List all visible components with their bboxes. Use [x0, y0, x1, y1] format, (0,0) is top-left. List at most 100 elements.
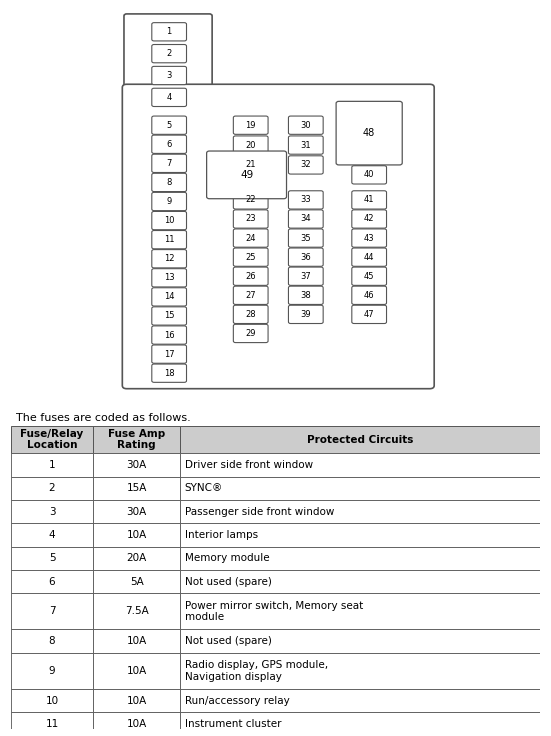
Bar — [180, 500, 540, 523]
Bar — [180, 570, 540, 593]
Text: 10A: 10A — [127, 636, 147, 646]
Text: The fuses are coded as follows.: The fuses are coded as follows. — [17, 413, 191, 423]
Text: 21: 21 — [245, 160, 256, 169]
Text: 49: 49 — [240, 170, 253, 180]
Text: 40: 40 — [364, 170, 375, 180]
FancyBboxPatch shape — [352, 191, 387, 209]
Text: Fuse Amp
Rating: Fuse Amp Rating — [108, 429, 165, 450]
FancyBboxPatch shape — [352, 305, 387, 324]
FancyBboxPatch shape — [152, 192, 186, 210]
Text: 46: 46 — [364, 291, 375, 300]
FancyBboxPatch shape — [289, 305, 323, 324]
Bar — [11, 547, 93, 570]
FancyBboxPatch shape — [152, 66, 186, 85]
FancyBboxPatch shape — [152, 23, 186, 41]
FancyBboxPatch shape — [233, 210, 268, 228]
Bar — [11, 477, 93, 500]
Bar — [180, 653, 540, 689]
Bar — [93, 712, 180, 735]
Text: 6: 6 — [166, 140, 172, 149]
Text: Driver side front window: Driver side front window — [185, 460, 312, 470]
Text: 10A: 10A — [127, 666, 147, 676]
Text: 7: 7 — [166, 159, 172, 168]
FancyBboxPatch shape — [336, 102, 402, 165]
FancyBboxPatch shape — [289, 229, 323, 247]
Bar — [11, 523, 93, 547]
Text: 11: 11 — [164, 236, 175, 244]
Bar — [93, 570, 180, 593]
FancyBboxPatch shape — [289, 286, 323, 305]
Bar — [11, 426, 93, 453]
Bar — [93, 523, 180, 547]
FancyBboxPatch shape — [152, 155, 186, 172]
Text: 3: 3 — [166, 71, 172, 80]
Text: 8: 8 — [48, 636, 55, 646]
Text: 11: 11 — [45, 719, 58, 729]
Text: Protected Circuits: Protected Circuits — [307, 435, 413, 445]
Text: 10A: 10A — [127, 530, 147, 540]
Bar — [93, 477, 180, 500]
FancyBboxPatch shape — [152, 250, 186, 268]
Text: Not used (spare): Not used (spare) — [185, 636, 272, 646]
Text: 10: 10 — [164, 216, 175, 225]
Text: 23: 23 — [245, 214, 256, 224]
FancyBboxPatch shape — [352, 166, 387, 184]
Bar — [180, 629, 540, 653]
FancyBboxPatch shape — [152, 44, 186, 63]
Text: 36: 36 — [300, 252, 311, 261]
FancyBboxPatch shape — [233, 116, 268, 135]
Text: 34: 34 — [300, 214, 311, 224]
Bar — [11, 689, 93, 712]
Text: 2: 2 — [166, 49, 172, 58]
FancyBboxPatch shape — [233, 286, 268, 305]
Text: 17: 17 — [164, 350, 175, 358]
FancyBboxPatch shape — [289, 116, 323, 135]
FancyBboxPatch shape — [289, 210, 323, 228]
Bar — [11, 593, 93, 629]
Text: 25: 25 — [245, 252, 256, 261]
Text: SYNC®: SYNC® — [185, 484, 223, 493]
Text: 30A: 30A — [127, 460, 147, 470]
Text: 18: 18 — [164, 369, 175, 378]
FancyBboxPatch shape — [233, 156, 268, 174]
Bar — [93, 547, 180, 570]
Text: 32: 32 — [300, 160, 311, 169]
FancyBboxPatch shape — [152, 135, 186, 153]
Bar — [180, 477, 540, 500]
FancyBboxPatch shape — [152, 211, 186, 230]
Text: 29: 29 — [245, 329, 256, 338]
Text: 42: 42 — [364, 214, 375, 224]
Text: 16: 16 — [164, 330, 175, 339]
Text: 38: 38 — [300, 291, 311, 300]
Text: 24: 24 — [245, 233, 256, 243]
Text: Memory module: Memory module — [185, 553, 269, 563]
FancyBboxPatch shape — [152, 326, 186, 344]
Bar — [93, 426, 180, 453]
Text: 33: 33 — [300, 196, 311, 205]
Text: 14: 14 — [164, 292, 175, 301]
Text: 30A: 30A — [127, 506, 147, 517]
Text: 12: 12 — [164, 254, 175, 263]
Text: 27: 27 — [245, 291, 256, 300]
Text: 10A: 10A — [127, 696, 147, 706]
Text: 10: 10 — [45, 696, 58, 706]
Bar — [11, 570, 93, 593]
Text: 13: 13 — [164, 273, 175, 283]
FancyBboxPatch shape — [152, 307, 186, 325]
Bar — [93, 453, 180, 477]
Text: 2: 2 — [48, 484, 55, 493]
Bar — [11, 453, 93, 477]
Text: 5: 5 — [48, 553, 55, 563]
Bar — [180, 453, 540, 477]
Text: 20A: 20A — [127, 553, 147, 563]
Bar — [180, 593, 540, 629]
Text: Interior lamps: Interior lamps — [185, 530, 258, 540]
Text: 30: 30 — [300, 121, 311, 130]
FancyBboxPatch shape — [233, 305, 268, 324]
Bar — [180, 689, 540, 712]
Text: Run/accessory relay: Run/accessory relay — [185, 696, 289, 706]
Text: 1: 1 — [48, 460, 55, 470]
FancyBboxPatch shape — [152, 288, 186, 306]
Text: 9: 9 — [48, 666, 55, 676]
Text: 4: 4 — [166, 93, 172, 102]
